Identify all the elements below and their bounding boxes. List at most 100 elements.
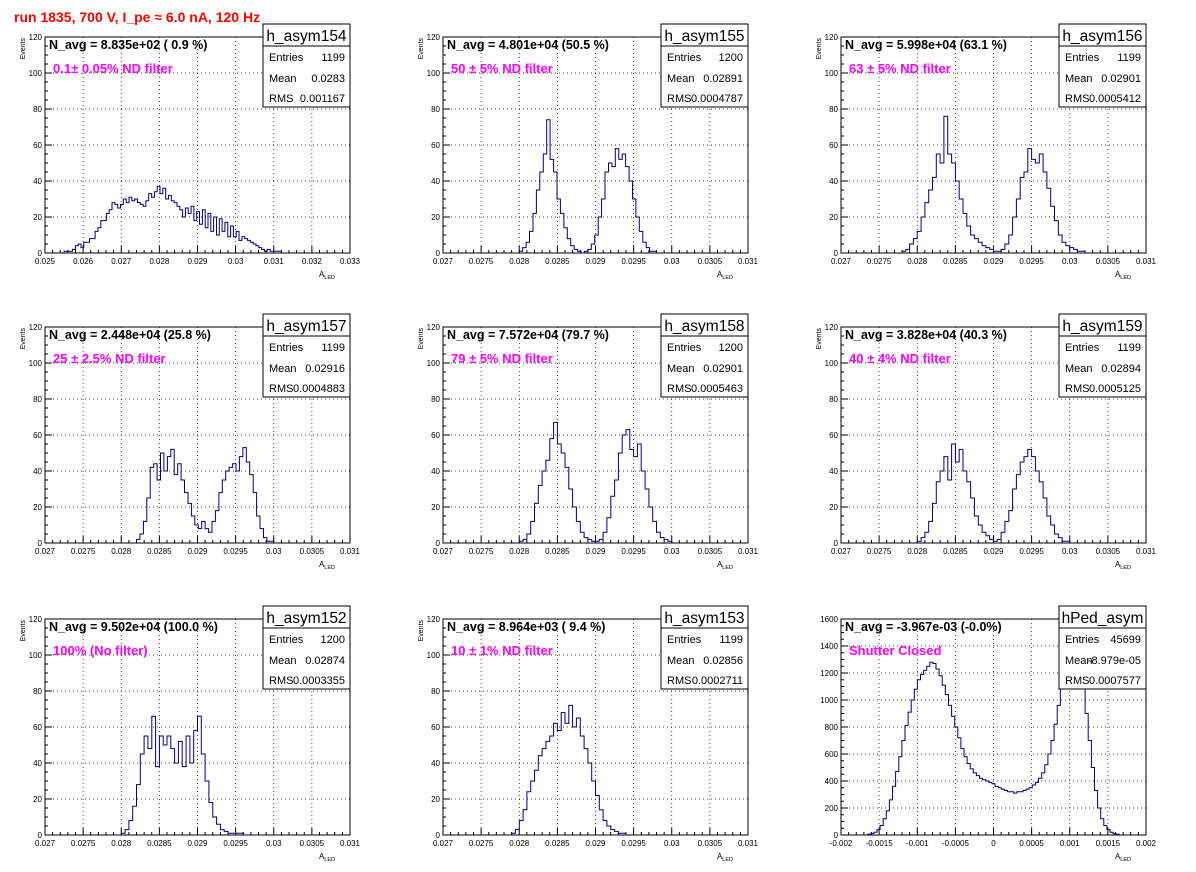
histogram-bin (167, 457, 170, 543)
stats-mean-label: Mean (1065, 363, 1093, 375)
stats-rms-value: 0.0005463 (691, 383, 743, 395)
stats-entries-value: 45699 (1110, 634, 1141, 646)
histogram-bin (1035, 471, 1039, 543)
stats-entries-value: 1199 (321, 52, 345, 64)
stats-mean-value: 0.02891 (703, 73, 743, 85)
histogram-bin (137, 539, 140, 543)
histogram-bin (1011, 792, 1014, 835)
histogram-bin (215, 511, 218, 543)
histogram-series-line (120, 715, 244, 835)
histogram-bin (917, 680, 920, 835)
run-title: run 1835, 700 V, I_pe ≈ 6.0 nA, 120 Hz (14, 9, 261, 25)
x-tick-label: 0.031 (1136, 547, 1157, 556)
histogram-bin (209, 803, 213, 835)
histogram-bin (163, 745, 167, 835)
stats-entries-label: Entries (1065, 52, 1100, 64)
stats-rms-label: RMS (667, 93, 691, 105)
histogram-bin (564, 228, 567, 253)
histogram-bin (219, 493, 222, 543)
histogram-bin (137, 203, 140, 253)
histogram-bin (542, 471, 546, 543)
histogram-bin (1020, 177, 1024, 253)
histogram-bin (214, 217, 217, 253)
histogram-bin (1013, 489, 1017, 543)
x-tick-label: 0 (991, 839, 996, 848)
histogram-bin (267, 541, 270, 543)
y-tick-label: 400 (825, 777, 839, 786)
panel-hPed_asym: -0.002 -0.0015 -0.001 -0.0005 0 0.0005 0.001 0.… (820, 605, 1157, 863)
histogram-bin (152, 716, 156, 835)
x-tick-label: 0.002 (1136, 839, 1157, 848)
filter-label: 40 ± 4% ND filter (849, 351, 951, 366)
histogram-bin (902, 251, 906, 253)
histogram-bin (936, 669, 939, 835)
histogram-bin (646, 248, 649, 253)
histogram-bin (106, 213, 109, 253)
histogram-bin (643, 242, 646, 253)
histogram-bin (990, 539, 994, 543)
histogram-bin (913, 239, 917, 253)
stats-rms-label: RMS (1065, 93, 1089, 105)
histogram-bin (990, 249, 994, 253)
histogram-bin (557, 444, 561, 543)
histogram-bin (557, 199, 560, 253)
histogram-bin (612, 167, 615, 253)
histogram-bin (70, 251, 73, 253)
histogram-bin (944, 116, 948, 253)
histogram-bin (550, 439, 554, 543)
histogram-bin (611, 830, 615, 835)
histogram-bin (1098, 808, 1101, 835)
histogram-bin (527, 792, 531, 835)
histogram-bin (181, 480, 184, 543)
histogram-bin (615, 149, 618, 253)
histogram-bin (164, 471, 167, 543)
histogram-bin (156, 767, 160, 835)
navg-label: N_avg = 8.835e+02 ( 0.9 %) (49, 38, 207, 52)
histogram-bin (910, 244, 914, 253)
histogram-bin (133, 806, 137, 835)
x-tick-label: 0.028 (111, 839, 132, 848)
histogram-bin (523, 539, 527, 543)
histogram-bin (929, 521, 933, 543)
histogram-bin (190, 763, 194, 835)
histogram-bin (236, 833, 240, 835)
histogram-bin (264, 251, 267, 253)
histogram-bin (974, 516, 978, 543)
histogram-name: h_asym154 (266, 28, 347, 45)
stats-box (1058, 605, 1147, 690)
histogram-bin (228, 237, 231, 253)
y-tick-label: 120 (29, 615, 43, 624)
histogram-bin (270, 251, 273, 253)
histogram-bin (248, 240, 251, 253)
histogram-bin (637, 444, 641, 543)
stats-rms-label: RMS (269, 93, 293, 105)
x-axis-label: ALED (717, 852, 733, 863)
x-axis-label-sub: LED (722, 565, 733, 571)
histogram-name: h_asym158 (664, 318, 744, 335)
histogram-bin (982, 246, 986, 253)
histogram-bin (129, 197, 132, 253)
histogram-series-line (511, 704, 627, 835)
histogram-bin (1016, 199, 1020, 253)
histogram-bin (573, 507, 577, 543)
x-tick-label: 0.033 (340, 257, 361, 266)
histogram-bin (1029, 788, 1032, 835)
histogram-bin (530, 231, 533, 253)
histogram-bin (154, 464, 157, 543)
stats-box (262, 23, 351, 108)
x-tick-label: 0.03 (664, 839, 680, 848)
histogram-bin (1032, 785, 1035, 835)
histogram-bin (630, 449, 634, 543)
histogram-bin (216, 235, 219, 253)
histogram-bin (1104, 826, 1107, 835)
stats-mean-value: -8.979e-05 (1088, 655, 1141, 667)
x-tick-label: 0.0275 (867, 547, 892, 556)
histogram-bin (523, 810, 527, 835)
histogram-bin (569, 489, 573, 543)
x-axis-label: ALED (319, 270, 335, 281)
histogram-bin (1001, 789, 1004, 835)
histogram-bin (147, 498, 150, 543)
x-tick-label: 0.0305 (1096, 547, 1121, 556)
histogram-bin (959, 449, 963, 543)
x-axis-label: ALED (1115, 270, 1131, 281)
